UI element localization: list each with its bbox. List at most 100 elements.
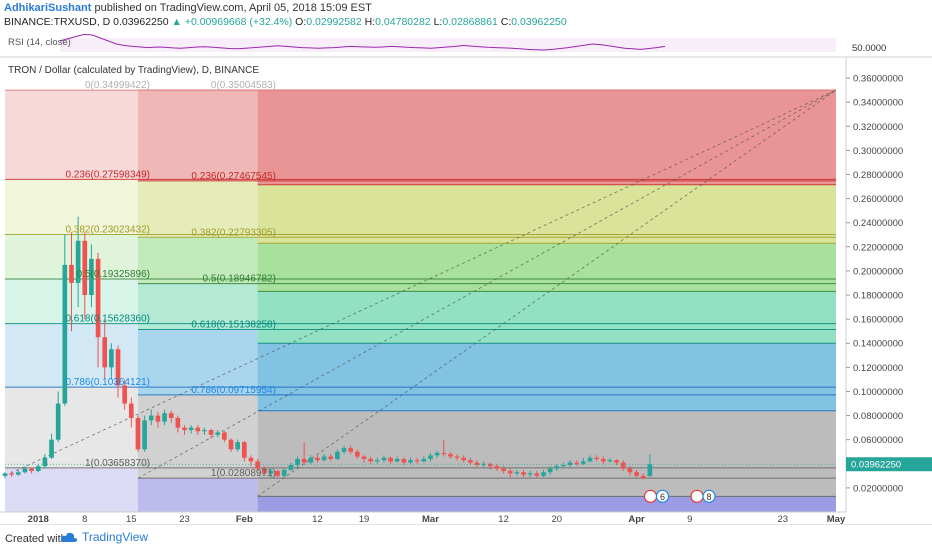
candle-body — [42, 457, 48, 467]
candle — [308, 455, 314, 464]
fib-level-label: 1(0.02808971) — [211, 468, 276, 479]
candle-body — [102, 337, 108, 368]
candle — [281, 468, 287, 478]
candle-body — [288, 464, 294, 470]
candle — [541, 469, 546, 478]
candle — [162, 409, 167, 426]
flag-icon — [690, 489, 704, 503]
fib-diagonals — [4, 89, 837, 497]
fib-level-label: 0.5(0.19325896) — [77, 269, 150, 280]
candle — [421, 456, 427, 463]
fib-zone — [137, 394, 258, 479]
fib-zone — [257, 496, 836, 512]
author-link[interactable]: AdhikariSushant — [4, 2, 92, 14]
fib-level-label: 0.382(0.22793305) — [191, 227, 276, 238]
fib-level-label: 1(0.03658370) — [85, 458, 150, 469]
candle — [374, 457, 380, 464]
candle-body — [600, 458, 606, 462]
fib-level-label: 0.618(0.15628360) — [65, 314, 150, 325]
candle-body — [481, 463, 486, 465]
candle — [501, 466, 506, 474]
candle-body — [507, 471, 513, 474]
candle-body — [268, 471, 274, 474]
candle-body — [62, 264, 68, 404]
candle-body — [162, 413, 167, 422]
price-tick-label: 0.26000000 — [853, 194, 903, 205]
candle — [527, 471, 533, 478]
candle-body — [408, 460, 413, 463]
candle — [195, 425, 201, 435]
candle-body — [128, 403, 134, 418]
price-axis[interactable]: 0.36000000 0.34000000 0.32000000 0.30000000… — [845, 57, 932, 512]
candle — [82, 232, 88, 320]
symbol-label: BINANCE:TRXUSD, D — [4, 16, 111, 28]
time-tick-label: 2018 — [28, 514, 49, 524]
candle — [35, 463, 41, 473]
candle — [381, 455, 387, 463]
price-tick-label: 0.14000000 — [853, 339, 903, 350]
candle — [29, 467, 34, 474]
fib-zone — [137, 237, 258, 284]
candle — [534, 471, 540, 479]
candle — [301, 442, 307, 465]
badge-count: 8 — [707, 492, 712, 502]
candle — [148, 409, 154, 426]
candle-body — [388, 457, 393, 462]
time-axis[interactable]: 2018 8 15 23 Feb 12 19 Mar 12 20 Apr 9 23 May — [0, 511, 846, 524]
high-value: 0.04780282 — [375, 16, 431, 28]
candle — [361, 455, 367, 463]
publish-line: AdhikariSushant published on TradingView… — [4, 2, 372, 14]
candle-body — [155, 415, 161, 422]
rsi-label: RSI (14, close) — [8, 37, 71, 48]
rsi-axis-box — [846, 40, 932, 54]
candle-body — [15, 472, 21, 475]
candle — [547, 466, 553, 475]
close-label: C: — [500, 16, 512, 28]
candle-body — [421, 458, 427, 462]
created-with-text: Created with — [5, 533, 67, 545]
fib-level-label: 0.236(0.27598349) — [65, 169, 150, 180]
candle — [620, 460, 626, 472]
published-text: published on TradingView.com, April 05, … — [94, 2, 372, 14]
candle — [22, 466, 28, 474]
candle — [315, 455, 320, 463]
candle-body — [301, 458, 307, 463]
time-tick-label: 20 — [551, 514, 562, 524]
candle-body — [215, 432, 221, 435]
candle — [62, 234, 68, 406]
candle — [49, 433, 54, 459]
candle — [408, 457, 413, 464]
rsi-background — [0, 32, 932, 56]
candle-body — [281, 469, 287, 476]
fib-zone — [257, 291, 836, 344]
candle-body — [567, 462, 573, 465]
candle — [15, 469, 21, 476]
fib-level-label: 0.236(0.27467545) — [191, 171, 276, 182]
price-chart[interactable]: RSI (14, close) 50.0000 0(0.34999422) 0.2… — [0, 0, 932, 524]
cloud-icon — [60, 532, 78, 542]
candle-body — [142, 420, 147, 450]
candle-body — [368, 458, 373, 462]
candle-body — [175, 417, 181, 428]
close-value: 0.03962250 — [511, 16, 567, 28]
current-price-label: 0.03962250 — [851, 460, 901, 471]
fib-level-label: 0(0.35004583) — [211, 80, 276, 91]
fib-zone — [257, 343, 836, 411]
candle-body — [35, 466, 41, 472]
price-tick-label: 0.28000000 — [853, 170, 903, 181]
candle-body — [255, 461, 260, 469]
candle — [348, 445, 354, 455]
candle-body — [448, 454, 453, 457]
candle — [188, 425, 194, 434]
candle — [634, 469, 639, 478]
time-tick-label: May — [827, 514, 846, 524]
candle — [594, 455, 599, 462]
candle — [461, 455, 467, 463]
candle-body — [461, 457, 467, 461]
candle — [355, 449, 360, 459]
candle — [600, 456, 606, 464]
candle — [9, 471, 14, 478]
fib-zones — [5, 90, 836, 512]
candle-body — [208, 430, 214, 435]
brand-logo[interactable]: TradingView — [60, 530, 148, 544]
